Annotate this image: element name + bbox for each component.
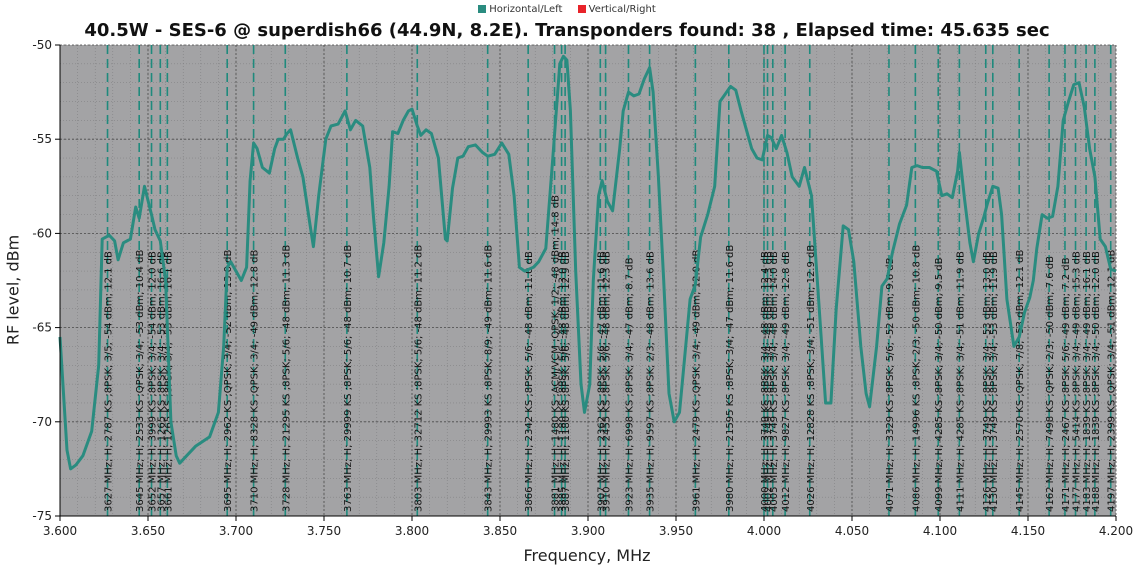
- x-tick-label: 4.100: [923, 524, 957, 538]
- transponder-label: 4012 MHz; H; 9827 KS ;8PSK; 3/4; -49 dBm…: [781, 251, 792, 512]
- transponder-label: 4145 MHz; H; 2570 KS ;QPSK; 7/8; -53 dBm…: [1015, 249, 1026, 512]
- chart-title: 40.5W - SES-6 @ superdish66 (44.9N, 8.2E…: [84, 20, 1050, 41]
- transponder-label: 3803 MHz; H; 32712 KS ;8PSK; 5/6; -48 dB…: [413, 245, 424, 512]
- transponder-label: 3923 MHz; H; 6998 KS ;8PSK; 3/4; -47 dBm…: [624, 257, 635, 512]
- transponder-label: 3935 MHz; H; 9597 KS ;8PSK; 2/3; -48 dBm…: [646, 251, 657, 512]
- transponder-label: 3763 MHz; H; 29999 KS ;8PSK; 5/6; -48 dB…: [343, 245, 354, 512]
- x-tick-label: 3.750: [307, 524, 341, 538]
- x-tick-label: 3.900: [571, 524, 605, 538]
- transponder-label: 4071 MHz; H; 3329 KS ;8PSK; 5/6; -52 dBm…: [885, 257, 896, 512]
- x-tick-label: 3.650: [131, 524, 165, 538]
- transponder-label: 3843 MHz; H; 29993 KS ;8PSK; 8/9; -49 dB…: [484, 245, 495, 512]
- legend-swatch-vertical: [577, 5, 586, 13]
- series-line-horizontal: [58, 54, 1117, 471]
- y-tick-label: -60: [32, 226, 52, 240]
- x-tick-label: 3.950: [659, 524, 693, 538]
- x-tick-label: 4.150: [1011, 524, 1045, 538]
- y-tick-label: -65: [32, 321, 52, 335]
- transponder-label: 4162 MHz; H; 7498 KS ;QPSK; 2/3; -50 dBm…: [1045, 256, 1056, 512]
- transponder-label: 3728 MHz; H; 21295 KS ;8PSK; 5/6; -48 dB…: [281, 245, 292, 512]
- legend-item-vertical: Vertical/Right: [577, 4, 656, 15]
- legend-label-vertical: Vertical/Right: [588, 4, 656, 15]
- transponder-label: 4197 MHz; H; 2399 KS ;QPSK; 3/4; -51 dBm…: [1107, 249, 1118, 512]
- y-tick-label: -70: [32, 415, 52, 429]
- transponder-label: 3980 MHz; H; 21595 KS ;8PSK; 3/4; -47 dB…: [725, 245, 736, 512]
- x-tick-label: 3.700: [219, 524, 253, 538]
- transponder-label: 3961 MHz; H; 2479 KS ;QPSK; 3/4; -49 dBm…: [691, 249, 702, 512]
- transponder-label: 4099 MHz; H; 4285 KS ;8PSK; 3/4; -50 dBm…: [934, 257, 945, 512]
- transponder-label: 3907 MHz; H; 2362 KS ;8PSK; 5/6; -47 dBm…: [596, 251, 607, 512]
- transponder-label: 4026 MHz; H; 12828 KS ;8PSK; 3/4; -51 dB…: [806, 245, 817, 512]
- transponder-label: 3866 MHz; H; 2342 KS ;8PSK; 5/6; -48 dBm…: [524, 251, 535, 512]
- transponder-label: 4086 MHz; H; 14996 KS ;8PSK; 2/3; -50 dB…: [911, 245, 922, 512]
- legend-label-horizontal: Horizontal/Left: [489, 4, 563, 15]
- x-tick-label: 4.000: [747, 524, 781, 538]
- x-tick-label: 3.850: [483, 524, 517, 538]
- transponder-label: 3645 MHz; H; 2533 KS ;QPSK; 3/4; -53 dBm…: [135, 249, 146, 512]
- transponder-label: 3652 MHz; H; 3999 KS ;8PSK; 3/4; -54 dBm…: [148, 251, 159, 512]
- legend-item-horizontal: Horizontal/Left: [478, 4, 562, 15]
- transponder-label: 3710 MHz; H; 8328 KS ;QPSK; 3/4; -49 dBm…: [250, 249, 261, 512]
- transponder-label: 3881 MHz; H; 1480 KS ;ACM/VCM ;QPSK; 1/2…: [551, 195, 562, 512]
- transponder-label: 4171 MHz; H; 2467 KS ;8PSK; 5/6; -49 dBm…: [1061, 257, 1072, 512]
- transponder-label: 4183 MHz; H; 1839 KS ;8PSK; 3/4; -49 dBm…: [1082, 251, 1093, 512]
- transponder-label: 4005 MHz; H; 3749 KS ;8PSK; 3/4; -48 dBm…: [769, 251, 780, 512]
- x-tick-label: 3.600: [43, 524, 77, 538]
- transponder-label: 4126 MHz; H; 3749 KS ;8PSK; 3/4; -53 dBm…: [982, 251, 993, 512]
- transponder-label: 4111 MHz; H; 4285 KS ;8PSK; 3/4; -51 dBm…: [955, 251, 966, 512]
- transponder-label: 4177 MHz; H; 5414 KS ;8PSK; 3/4; -49 dBm…: [1072, 251, 1083, 512]
- x-tick-label: 3.800: [395, 524, 429, 538]
- x-axis-label: Frequency, MHz: [523, 546, 651, 565]
- x-tick-label: 4.050: [835, 524, 869, 538]
- x-tick-label: 4.200: [1099, 524, 1133, 538]
- transponder-label: 4130 MHz; H; 3749 KS ;8PSK; 3/4; -53 dBm…: [989, 251, 1000, 512]
- transponder-label: 4002 MHz; H; 3749 KS ;8PSK; 3/4; -48 dBm…: [764, 251, 775, 512]
- transponder-label: 3887 MHz; H; 1180 KS ;8PSK; 5/6; -48 dBm…: [561, 251, 572, 512]
- transponder-label: 3627 MHz; H; 2787 KS ;8PSK; 3/5; -54 dBm…: [104, 251, 115, 512]
- transponder-label: 4000 MHz; H; 3749 KS ;8PSK; 3/4; -48 dBm…: [760, 251, 771, 512]
- transponder-label: 3910 MHz; H; 2455 KS ;8PSK; 5/6; -48 dBm…: [602, 251, 613, 512]
- transponder-label: 3885 MHz; H; 1180 KS ;8PSK; 5/6; -48 dBm…: [558, 251, 569, 512]
- y-tick-label: -50: [32, 38, 52, 52]
- transponder-label: 3657 MHz; H; 1265 KS ;8PSK; 3/4; -53 dBm…: [156, 251, 167, 512]
- transponder-label: 4188 MHz; H; 1839 KS ;8PSK; 3/4; -50 dBm…: [1091, 251, 1102, 512]
- chart-legend: Horizontal/Left Vertical/Right: [0, 4, 1134, 15]
- legend-swatch-horizontal: [478, 5, 487, 13]
- transponder-label: 3695 MHz; H; 2962 KS ;QPSK; 3/4; -52 dBm…: [223, 249, 234, 512]
- y-tick-label: -55: [32, 132, 52, 146]
- y-tick-label: -75: [32, 509, 52, 523]
